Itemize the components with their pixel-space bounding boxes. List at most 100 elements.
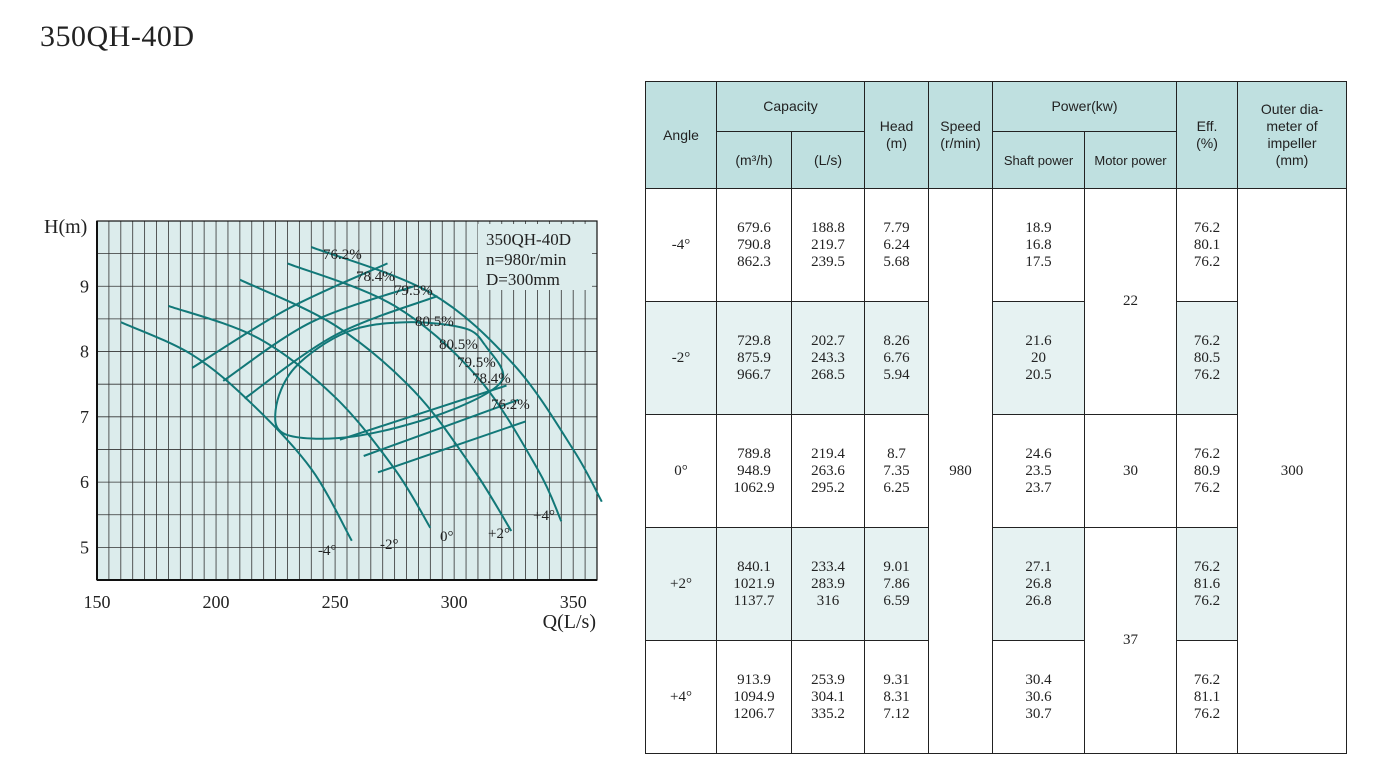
cell-line: 20 [1031, 349, 1046, 366]
efficiency-label: 79.5% [457, 355, 496, 371]
cell-line: 23.7 [1025, 479, 1052, 496]
header-outer-diameter: Outer dia-meter of impeller (mm) [1237, 81, 1347, 189]
cell-line: 8.31 [883, 688, 910, 705]
cell-line: 243.3 [811, 349, 845, 366]
m3h-values: 913.9 1094.9 1206.7 [717, 672, 791, 723]
cell-line: 76.2 [1193, 592, 1221, 609]
efficiency-loop-curve [274, 321, 505, 440]
m3h-cell: 679.6 790.8 862.3 [716, 188, 792, 302]
cell-line: 80.5 [1193, 349, 1221, 366]
eff-cell: 76.2 81.1 76.2 [1176, 640, 1238, 754]
cell-line: 6.25 [883, 479, 910, 496]
cell-line: 76.2 [1193, 219, 1221, 236]
cell-line: 30.6 [1025, 688, 1052, 705]
shaft-values: 21.6 20 20.5 [993, 333, 1084, 384]
angle-cell: +2° [645, 527, 717, 641]
cell-line: 233.4 [811, 558, 845, 575]
eff-values: 76.2 80.5 76.2 [1177, 333, 1237, 384]
ls-cell: 188.8 219.7 239.5 [791, 188, 865, 302]
header-eff-text: Eff. (%) [1177, 118, 1237, 152]
efficiency-label: 76.2% [491, 397, 530, 413]
eff-cell: 76.2 80.5 76.2 [1176, 301, 1238, 415]
ls-cell: 253.9 304.1 335.2 [791, 640, 865, 754]
angle-curve [287, 262, 563, 522]
cell-line: 263.6 [811, 462, 845, 479]
m3h-values: 679.6 790.8 862.3 [717, 220, 791, 271]
angle-label: +2° [488, 526, 510, 542]
efficiency-curve [222, 285, 415, 382]
efficiency-label: 76.2% [323, 247, 362, 263]
cell-line: Speed [940, 118, 981, 134]
cell-line: 1206.7 [733, 705, 775, 722]
cell-line: 1062.9 [733, 479, 775, 496]
cell-line: Head [879, 118, 914, 134]
cell-line: (r/min) [940, 135, 981, 151]
cell-line: 76.2 [1193, 671, 1221, 688]
cell-line: 8.26 [883, 332, 910, 349]
cell-line: 81.6 [1193, 575, 1221, 592]
efficiency-curve [377, 420, 526, 474]
speed-cell: 980 [928, 188, 993, 754]
head-values: 8.26 6.76 5.94 [865, 333, 928, 384]
head-values: 9.01 7.86 6.59 [865, 559, 928, 610]
cell-line: 966.7 [737, 366, 771, 383]
cell-line: (m) [886, 135, 907, 151]
m3h-values: 840.1 1021.9 1137.7 [717, 559, 791, 610]
cell-line: Outer dia- [1260, 101, 1324, 117]
cell-line: 729.8 [737, 332, 771, 349]
m3h-values: 729.8 875.9 966.7 [717, 333, 791, 384]
m3h-values: 789.8 948.9 1062.9 [717, 446, 791, 497]
cell-line: 76.2 [1193, 366, 1221, 383]
shaft-cell: 30.4 30.6 30.7 [992, 640, 1085, 754]
cell-line: 239.5 [811, 253, 845, 270]
cell-line: 26.8 [1025, 575, 1052, 592]
header-outer-text: Outer dia-meter of impeller (mm) [1238, 101, 1346, 169]
cell-line: 30.7 [1025, 705, 1052, 722]
efficiency-curve [244, 295, 438, 400]
head-cell: 9.31 8.31 7.12 [864, 640, 929, 754]
header-speed: Speed (r/min) [928, 81, 993, 189]
ls-values: 219.4 263.6 295.2 [792, 446, 864, 497]
cell-line: 16.8 [1025, 236, 1052, 253]
cell-line: 7.86 [883, 575, 910, 592]
cell-line: 5.94 [883, 366, 910, 383]
efficiency-label: 80.5% [439, 337, 478, 353]
cell-line: 80.9 [1193, 462, 1221, 479]
cell-line: 6.76 [883, 349, 910, 366]
head-cell: 8.26 6.76 5.94 [864, 301, 929, 415]
head-cell: 7.79 6.24 5.68 [864, 188, 929, 302]
header-cap-m3h: (m³/h) [716, 131, 792, 189]
cell-line: 21.6 [1025, 332, 1052, 349]
cell-line: (%) [1196, 135, 1218, 151]
x-tick-label: 250 [322, 592, 349, 612]
header-head: Head (m) [864, 81, 929, 189]
angle-label: 0° [440, 529, 454, 545]
cell-line: 23.5 [1025, 462, 1052, 479]
header-cap-ls: (L/s) [791, 131, 865, 189]
cell-line: 283.9 [811, 575, 845, 592]
m3h-cell: 789.8 948.9 1062.9 [716, 414, 792, 528]
cell-line: 875.9 [737, 349, 771, 366]
angle-label: -2° [380, 537, 399, 553]
x-tick-label: 150 [84, 592, 111, 612]
cell-line: 316 [816, 592, 840, 609]
performance-chart: 150 200 250 300 350 5 6 7 8 9 Q(L/s) H(m) -4° -2° 0° +2… [44, 216, 603, 633]
cell-line: 76.2 [1193, 332, 1221, 349]
efficiency-label: 78.4% [356, 269, 395, 285]
cell-line: 7.79 [883, 219, 910, 236]
cell-line: 1021.9 [733, 575, 775, 592]
cell-line: 948.9 [737, 462, 771, 479]
angle-label: -4° [318, 543, 337, 559]
angle-curve [310, 246, 603, 503]
angle-label: +4° [533, 508, 555, 524]
m3h-cell: 840.1 1021.9 1137.7 [716, 527, 792, 641]
cell-line: 7.12 [883, 705, 910, 722]
efficiency-label: 79.5% [394, 283, 433, 299]
cell-line: 1094.9 [733, 688, 775, 705]
table-row: -4° 679.6 790.8 862.3 188.8 219.7 239.5 7.79… [645, 188, 1347, 754]
header-capacity: Capacity [716, 81, 865, 132]
cell-line: (mm) [1275, 152, 1309, 168]
header-head-text: Head (m) [865, 118, 928, 152]
angle-curve [239, 278, 513, 532]
cell-line: 188.8 [811, 219, 845, 236]
